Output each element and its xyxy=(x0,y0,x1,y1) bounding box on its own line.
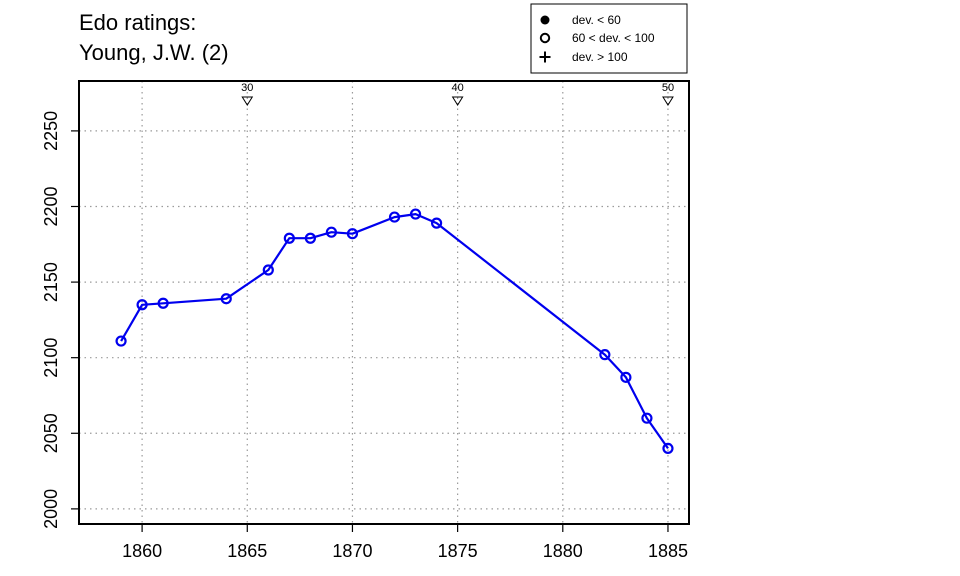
rating-point xyxy=(346,228,359,240)
y-tick-label: 2000 xyxy=(41,489,61,529)
top-marker-triangle-icon xyxy=(451,96,464,106)
rating-point xyxy=(136,299,148,311)
rating-point xyxy=(641,412,653,424)
rating-point xyxy=(220,293,232,305)
legend-box xyxy=(530,3,688,74)
top-marker-label: 40 xyxy=(451,82,463,94)
legend-plus-icon xyxy=(539,51,551,63)
axes: 1860 1865 1870 1875 1880 1885 2000 2050 2100 2150… xyxy=(41,111,688,561)
rating-point xyxy=(620,371,632,383)
top-marker-triangle-icon xyxy=(241,96,254,106)
y-tick-label: 2050 xyxy=(41,413,61,453)
rating-point xyxy=(115,335,127,347)
x-tick-label: 1875 xyxy=(438,541,478,561)
legend: dev. < 60 60 < dev. < 100 dev. > 100 xyxy=(530,3,688,74)
y-tick-label: 2150 xyxy=(41,262,61,302)
top-marker-triangle-icon xyxy=(662,96,674,106)
rating-point xyxy=(325,226,338,238)
y-tick-label: 2200 xyxy=(41,186,61,226)
legend-filled-circle-icon xyxy=(540,15,550,25)
chart-subtitle: Young, J.W. (2) xyxy=(79,40,229,65)
legend-label-high-dev: dev. > 100 xyxy=(572,50,628,64)
rating-line xyxy=(120,213,669,450)
series-layer xyxy=(115,208,674,455)
x-tick-label: 1860 xyxy=(122,541,162,561)
x-tick-label: 1870 xyxy=(332,541,372,561)
rating-point xyxy=(430,217,443,229)
plot-frame xyxy=(78,80,690,525)
x-tick-label: 1865 xyxy=(227,541,267,561)
y-tick-label: 2100 xyxy=(41,338,61,378)
top-markers: 30 40 50 xyxy=(241,82,674,106)
rating-point xyxy=(662,442,674,455)
legend-label-mid-dev: 60 < dev. < 100 xyxy=(572,31,655,45)
legend-open-circle-icon xyxy=(539,32,551,44)
rating-point xyxy=(283,232,295,244)
rating-point xyxy=(409,208,422,220)
y-tick-label: 2250 xyxy=(41,111,61,151)
rating-point xyxy=(262,264,274,276)
rating-point xyxy=(599,349,611,361)
rating-point xyxy=(304,232,316,244)
grid-lines xyxy=(79,81,689,524)
rating-point xyxy=(388,211,401,223)
rating-point xyxy=(157,297,169,309)
legend-label-low-dev: dev. < 60 xyxy=(572,13,621,27)
x-tick-label: 1885 xyxy=(648,541,688,561)
x-tick-label: 1880 xyxy=(543,541,583,561)
top-marker-label: 50 xyxy=(662,82,674,94)
top-marker-label: 30 xyxy=(241,82,253,94)
chart-title: Edo ratings: xyxy=(79,10,196,35)
